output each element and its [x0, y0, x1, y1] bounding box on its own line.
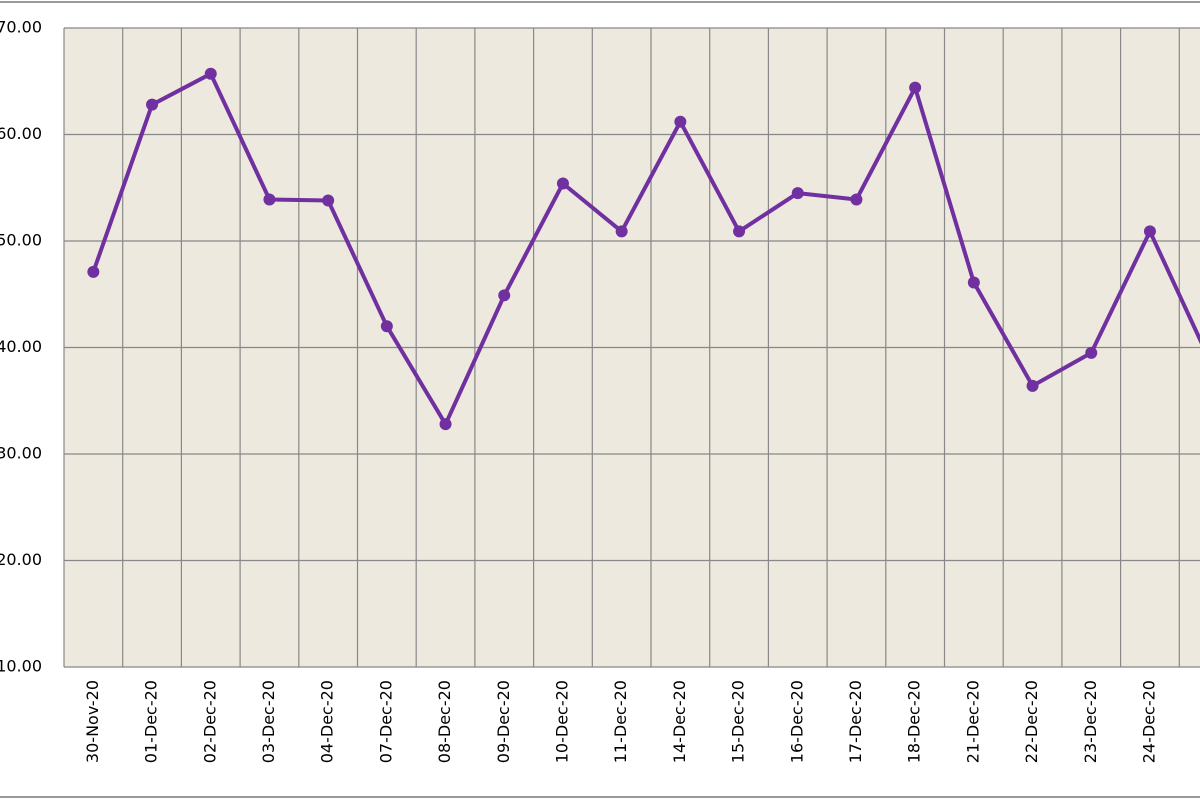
- x-tick-label: 30-Nov-20: [83, 680, 102, 763]
- data-point: [1026, 379, 1039, 392]
- x-tick-label: 16-Dec-20: [787, 680, 806, 763]
- x-tick-label: 17-Dec-20: [846, 680, 865, 763]
- data-point: [380, 320, 393, 333]
- x-tick-label: 03-Dec-20: [259, 680, 278, 763]
- x-tick-label: 01-Dec-20: [142, 680, 161, 763]
- y-tick-label: 30.00: [0, 444, 42, 463]
- data-point: [1143, 225, 1156, 238]
- data-point: [146, 98, 159, 111]
- x-tick-label: 21-Dec-20: [963, 680, 982, 763]
- y-tick-label: 20.00: [0, 550, 42, 569]
- data-point: [909, 81, 922, 94]
- y-tick-label: 10.00: [0, 657, 42, 676]
- data-point: [87, 265, 100, 278]
- x-tick-label: 07-Dec-20: [376, 680, 395, 763]
- data-point: [674, 115, 687, 128]
- data-point: [556, 177, 569, 190]
- y-tick-label: 40.00: [0, 337, 42, 356]
- data-point: [615, 225, 628, 238]
- data-point: [439, 418, 452, 431]
- x-tick-label: 14-Dec-20: [670, 680, 689, 763]
- data-point: [204, 67, 217, 80]
- y-tick-label: 70.00: [0, 18, 42, 37]
- data-point: [498, 289, 511, 302]
- data-point: [322, 194, 335, 207]
- data-point: [967, 276, 980, 289]
- x-tick-label: 23-Dec-20: [1081, 680, 1100, 763]
- x-tick-label: 10-Dec-20: [552, 680, 571, 763]
- data-point: [733, 225, 746, 238]
- x-tick-label: 18-Dec-20: [905, 680, 924, 763]
- x-tick-label: 22-Dec-20: [1022, 680, 1041, 763]
- x-tick-label: 24-Dec-20: [1139, 680, 1158, 763]
- x-tick-label: 15-Dec-20: [729, 680, 748, 763]
- x-tick-label: 11-Dec-20: [611, 680, 630, 763]
- data-point: [850, 193, 863, 206]
- x-tick-label: 08-Dec-20: [435, 680, 454, 763]
- data-point: [1085, 346, 1098, 359]
- x-tick-label: 04-Dec-20: [318, 680, 337, 763]
- y-tick-label: 50.00: [0, 231, 42, 250]
- data-line: [91, 71, 1200, 427]
- x-tick-label: 09-Dec-20: [494, 680, 513, 763]
- data-point: [791, 187, 804, 200]
- y-tick-label: 60.00: [0, 124, 42, 143]
- x-tick-label: 02-Dec-20: [200, 680, 219, 763]
- data-point: [263, 193, 276, 206]
